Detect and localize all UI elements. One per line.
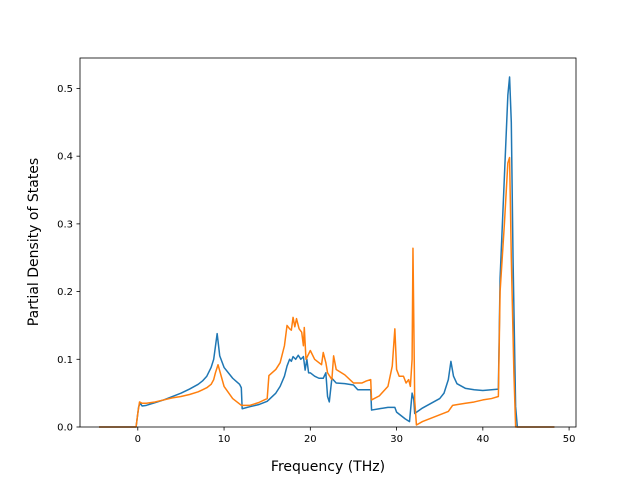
y-axis-label: Partial Density of States [26, 158, 42, 326]
x-axis-label: Frequency (THz) [271, 459, 385, 475]
series-line-2 [98, 156, 555, 428]
x-tick-label: 10 [218, 434, 231, 445]
y-tick-label: 0.2 [57, 287, 73, 298]
series-line-1 [98, 76, 555, 428]
y-tick-label: 0.3 [57, 219, 73, 230]
x-tick-label: 40 [476, 434, 489, 445]
y-tick-label: 0.0 [57, 423, 73, 434]
y-axis: 0.0 0.1 0.2 0.3 0.4 0.5 [57, 84, 80, 434]
x-tick-label: 30 [390, 434, 403, 445]
x-tick-label: 20 [304, 434, 317, 445]
x-tick-label: 0 [135, 434, 141, 445]
y-tick-label: 0.5 [57, 84, 73, 95]
plot-area [98, 76, 555, 428]
x-axis: 0 10 20 30 40 50 [135, 427, 576, 445]
y-tick-label: 0.4 [57, 152, 73, 163]
y-tick-label: 0.1 [57, 355, 73, 366]
axes-frame [79, 57, 577, 428]
x-tick-label: 50 [563, 434, 576, 445]
